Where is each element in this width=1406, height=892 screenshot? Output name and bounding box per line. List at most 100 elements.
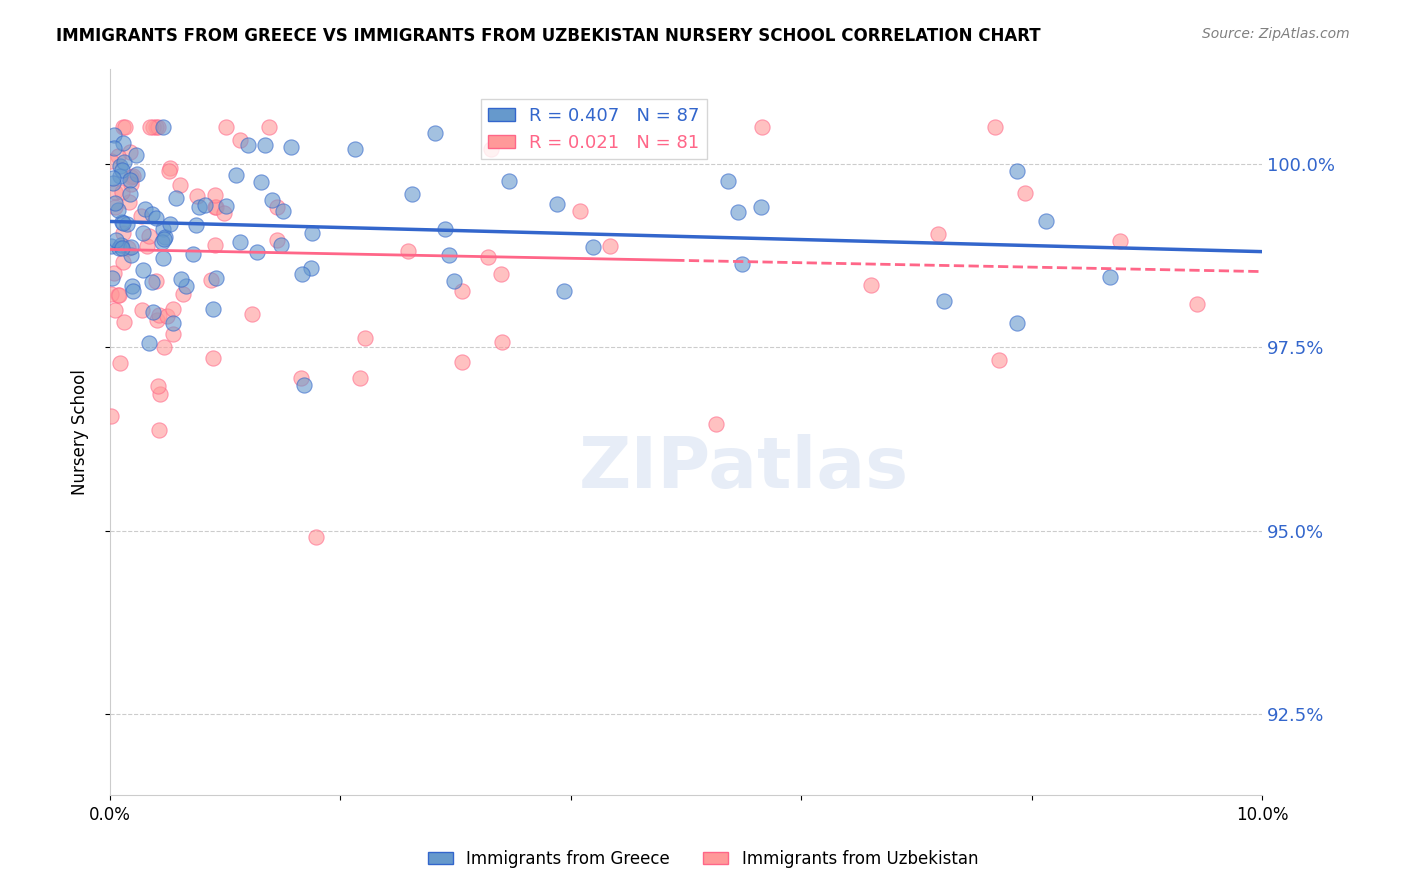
Point xyxy=(150,235,173,250)
Point xyxy=(704,417,727,431)
Point xyxy=(186,189,208,203)
Point xyxy=(260,193,283,207)
Point xyxy=(280,140,302,154)
Point xyxy=(396,244,419,258)
Point xyxy=(146,313,169,327)
Point xyxy=(246,245,269,260)
Point xyxy=(162,326,184,341)
Point xyxy=(103,128,125,142)
Point xyxy=(200,273,222,287)
Point xyxy=(433,221,456,235)
Point xyxy=(166,191,188,205)
Point xyxy=(111,120,134,135)
Point xyxy=(118,186,141,201)
Point xyxy=(215,120,238,135)
Point xyxy=(101,176,124,190)
Point xyxy=(135,239,157,253)
Point xyxy=(162,316,184,330)
Point xyxy=(1014,186,1036,200)
Point xyxy=(108,356,131,370)
Point xyxy=(148,423,170,437)
Point xyxy=(100,409,122,424)
Text: IMMIGRANTS FROM GREECE VS IMMIGRANTS FROM UZBEKISTAN NURSERY SCHOOL CORRELATION : IMMIGRANTS FROM GREECE VS IMMIGRANTS FRO… xyxy=(56,27,1040,45)
Point xyxy=(201,302,224,317)
Text: ZIPatlas: ZIPatlas xyxy=(578,434,908,502)
Point xyxy=(120,239,142,253)
Point xyxy=(491,334,513,349)
Point xyxy=(169,178,191,193)
Text: Source: ZipAtlas.com: Source: ZipAtlas.com xyxy=(1202,27,1350,41)
Point xyxy=(159,217,181,231)
Point xyxy=(204,187,226,202)
Point xyxy=(138,228,160,243)
Point xyxy=(153,340,176,354)
Point xyxy=(599,238,621,252)
Point xyxy=(344,142,367,156)
Point xyxy=(120,248,142,262)
Point xyxy=(146,378,169,392)
Point xyxy=(153,232,176,246)
Point xyxy=(860,278,883,293)
Point xyxy=(103,266,125,280)
Legend: R = 0.407   N = 87, R = 0.021   N = 81: R = 0.407 N = 87, R = 0.021 N = 81 xyxy=(481,99,707,159)
Point xyxy=(187,200,209,214)
Point xyxy=(932,294,955,309)
Point xyxy=(111,215,134,229)
Point xyxy=(299,260,322,275)
Point xyxy=(477,250,499,264)
Point xyxy=(104,303,127,318)
Point xyxy=(141,275,163,289)
Point xyxy=(121,279,143,293)
Point xyxy=(145,120,167,135)
Point xyxy=(225,169,247,183)
Point xyxy=(204,237,226,252)
Point xyxy=(145,211,167,225)
Point xyxy=(205,200,228,214)
Point xyxy=(205,270,228,285)
Point xyxy=(127,168,149,182)
Point xyxy=(153,230,176,244)
Point xyxy=(131,302,153,317)
Point xyxy=(104,195,127,210)
Point xyxy=(111,163,134,178)
Point xyxy=(149,387,172,401)
Point xyxy=(451,354,474,368)
Point xyxy=(170,272,193,286)
Point xyxy=(111,185,134,199)
Point xyxy=(110,237,132,252)
Point xyxy=(194,198,217,212)
Point xyxy=(229,133,252,147)
Point xyxy=(984,120,1007,135)
Point xyxy=(553,284,575,298)
Text: 0.0%: 0.0% xyxy=(89,806,131,824)
Point xyxy=(204,200,226,214)
Point xyxy=(145,274,167,288)
Point xyxy=(118,194,141,209)
Point xyxy=(104,185,127,199)
Point xyxy=(253,138,276,153)
Point xyxy=(104,233,127,247)
Point xyxy=(120,169,142,184)
Point xyxy=(111,241,134,255)
Point xyxy=(103,141,125,155)
Point xyxy=(148,308,170,322)
Point xyxy=(111,217,134,231)
Point xyxy=(162,302,184,317)
Point xyxy=(569,204,592,219)
Point xyxy=(111,226,134,240)
Text: 10.0%: 10.0% xyxy=(1236,806,1288,824)
Point xyxy=(122,169,145,183)
Point xyxy=(101,170,124,185)
Y-axis label: Nursery School: Nursery School xyxy=(72,369,89,495)
Point xyxy=(229,235,252,249)
Point xyxy=(172,286,194,301)
Point xyxy=(148,120,170,135)
Point xyxy=(353,331,375,345)
Point xyxy=(250,175,273,189)
Legend: Immigrants from Greece, Immigrants from Uzbekistan: Immigrants from Greece, Immigrants from … xyxy=(422,844,984,875)
Point xyxy=(118,172,141,186)
Point xyxy=(266,201,288,215)
Point xyxy=(479,142,502,156)
Point xyxy=(134,202,156,216)
Point xyxy=(266,233,288,247)
